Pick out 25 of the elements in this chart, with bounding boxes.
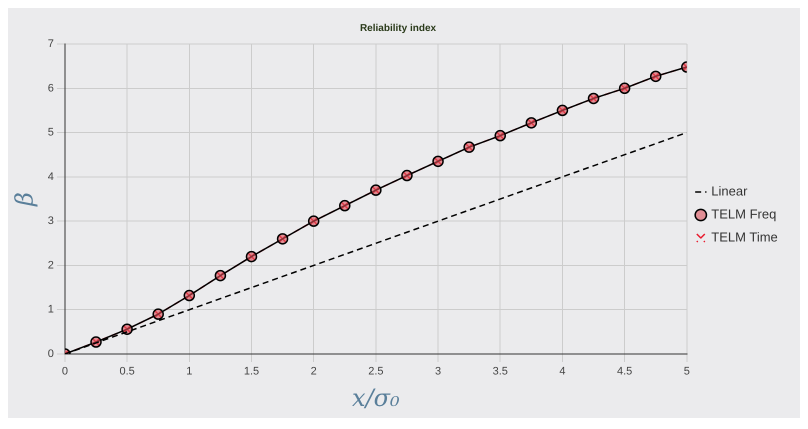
x-tick-label: 0: [62, 366, 68, 378]
x-tick-label: 5: [684, 366, 690, 378]
y-tick-label: 5: [48, 126, 54, 139]
y-tick-label: 6: [48, 82, 54, 94]
y-tick-label: 3: [48, 215, 54, 228]
x-tick-label: 3: [434, 366, 442, 378]
y-tick-label: 2: [48, 259, 54, 272]
y-tick-label: 1: [48, 304, 54, 316]
y-tick-label: 4: [48, 170, 54, 183]
x-tick-label: 4: [559, 366, 566, 378]
legend-label: TELM Freq: [711, 206, 776, 222]
x-axis-title: x/σ₀: [352, 384, 400, 412]
x-tick-label: 4.5: [616, 366, 632, 378]
y-tick-label: 0: [48, 348, 54, 360]
x-tick-label: 1.5: [244, 366, 260, 378]
chart-title: Reliability index: [360, 22, 436, 34]
x-tick-label: 3.5: [492, 366, 508, 378]
legend-label: TELM Time: [711, 230, 778, 245]
legend-label: Linear: [711, 184, 748, 199]
y-tick-label: 7: [48, 38, 54, 50]
y-axis-title: β: [10, 192, 39, 207]
x-tick-label: 1: [186, 366, 192, 378]
x-tick-label: 2.5: [368, 366, 384, 378]
x-tick-label: 2: [310, 366, 317, 378]
x-tick-label: 0.5: [119, 366, 135, 378]
